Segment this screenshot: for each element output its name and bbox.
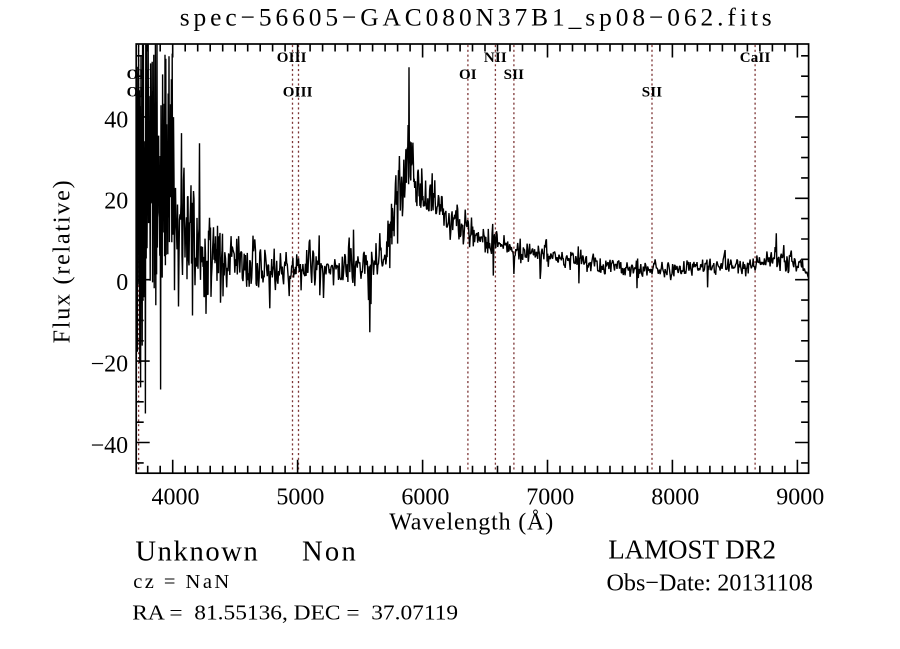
svg-text:RA = 81.55136, DEC = 37.0711: RA = 81.55136, DEC = 37.07119: [132, 601, 458, 625]
svg-text:Obs−Date: 20131108: Obs−Date: 20131108: [607, 569, 813, 596]
svg-text:20: 20: [104, 189, 128, 215]
svg-text:OI: OI: [459, 67, 477, 83]
svg-text:7000: 7000: [526, 485, 574, 511]
svg-text:LAMOST DR2: LAMOST DR2: [608, 534, 776, 564]
svg-text:CaII: CaII: [740, 50, 771, 66]
svg-text:8000: 8000: [651, 485, 699, 511]
svg-text:−40: −40: [91, 433, 129, 459]
svg-text:4000: 4000: [152, 485, 200, 511]
svg-text:9000: 9000: [776, 485, 824, 511]
svg-text:6000: 6000: [401, 485, 449, 511]
svg-text:SII: SII: [642, 85, 663, 101]
svg-text:NII: NII: [484, 50, 507, 66]
svg-text:OIII: OIII: [277, 50, 307, 66]
svg-text:−20: −20: [91, 352, 129, 378]
svg-text:40: 40: [104, 107, 128, 133]
svg-text:Unknown: Unknown: [135, 536, 257, 567]
svg-text:cz = NaN: cz = NaN: [133, 571, 229, 593]
svg-text:Non: Non: [302, 536, 356, 567]
svg-text:Flux (relative): Flux (relative): [50, 180, 76, 343]
svg-text:OIII: OIII: [283, 85, 313, 101]
svg-text:0: 0: [116, 270, 128, 296]
svg-text:SII: SII: [504, 67, 525, 83]
svg-text:spec−56605−GAC080N37B1_sp08−06: spec−56605−GAC080N37B1_sp08−062.fits: [180, 3, 772, 31]
svg-text:Wavelength (Å): Wavelength (Å): [389, 509, 553, 535]
svg-text:5000: 5000: [276, 485, 324, 511]
